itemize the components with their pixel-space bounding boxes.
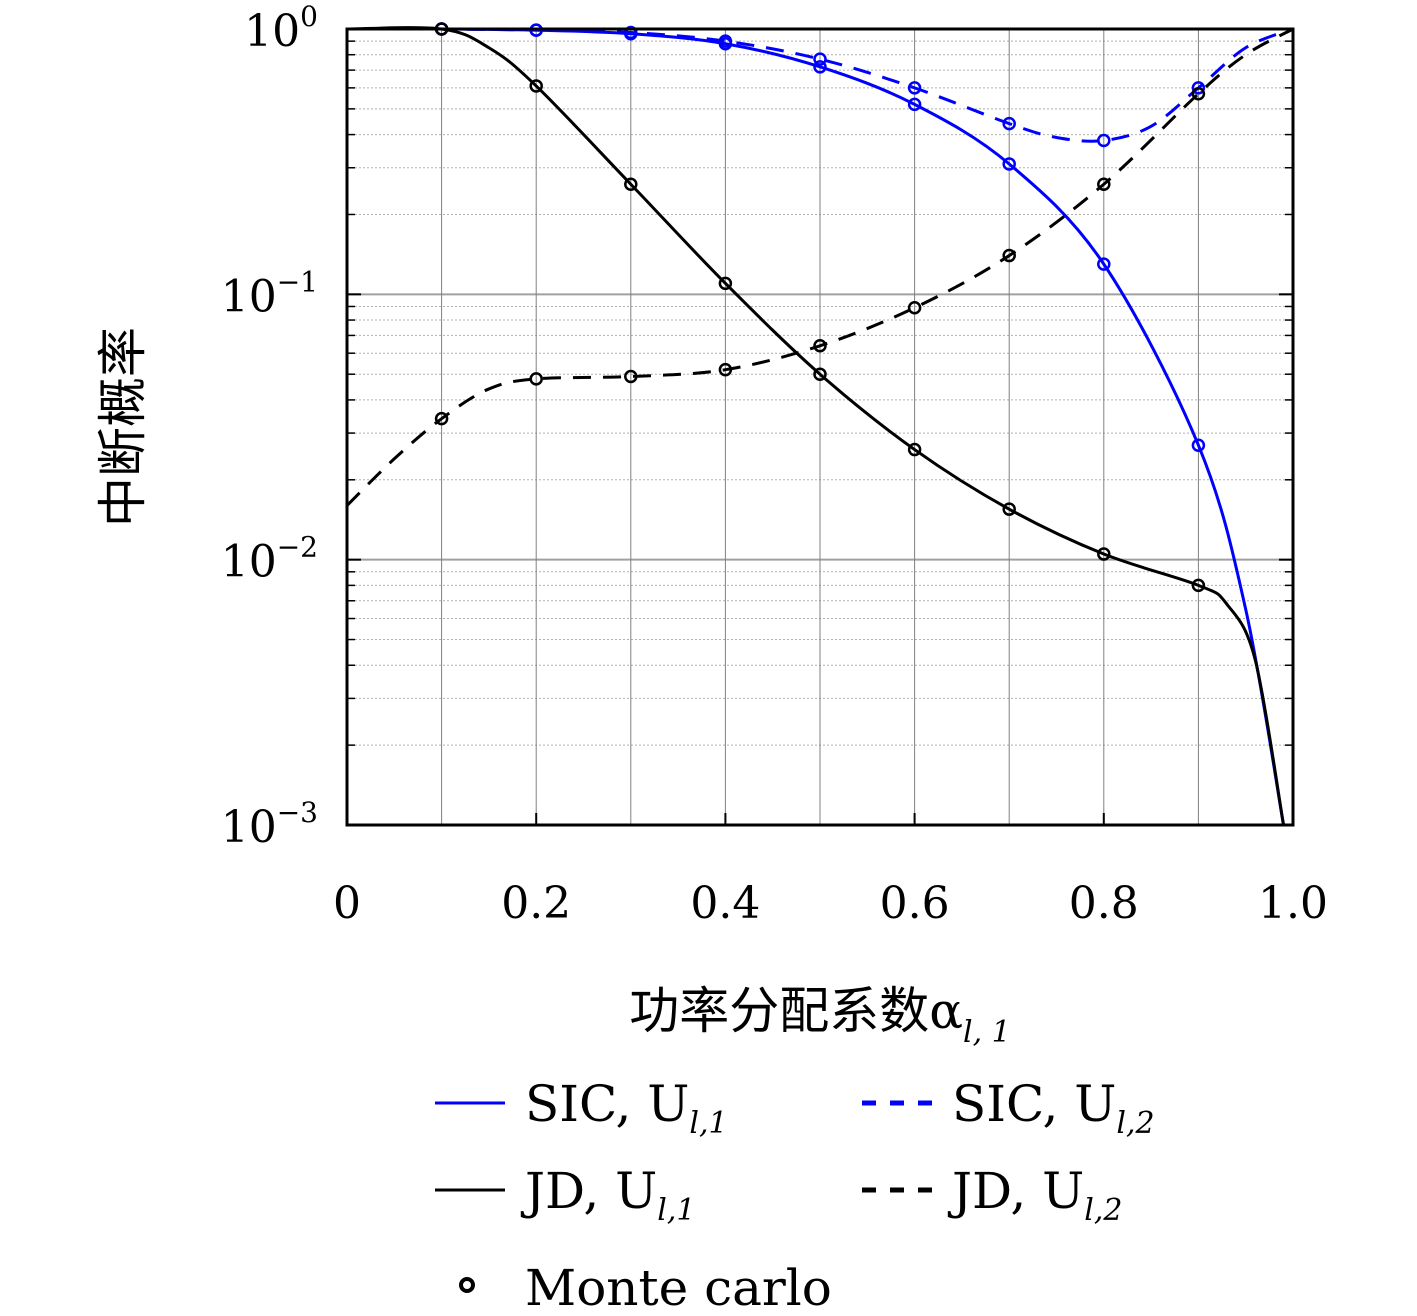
y-tick-label: 10−1 (221, 265, 318, 322)
y-tick-label: 100 (244, 0, 318, 57)
monte-carlo-marker (529, 372, 543, 386)
monte-carlo-marker (434, 411, 449, 426)
x-axis-label: 功率分配系数αl, 1 (629, 982, 1011, 1050)
legend-entry: JD, Ul,1 (520, 1162, 696, 1228)
y-axis-label: 中断概率 (94, 327, 152, 527)
monte-carlo-marker (907, 97, 922, 112)
monte-carlo-marker (718, 362, 733, 377)
monte-carlo-marker (718, 34, 733, 48)
legend: SIC, Ul,1 SIC, Ul,2 JD, Ul,1 JD, Ul,2 Monte … (435, 1075, 1155, 1316)
legend-marker-swatch (459, 1277, 475, 1293)
monte-carlo-marker (1191, 81, 1206, 95)
monte-carlo-marker (624, 177, 638, 191)
x-tick-label: 0.2 (501, 878, 571, 929)
major-grid (347, 28, 1293, 826)
monte-carlo-marker (1191, 438, 1206, 452)
monte-carlo-marker (813, 367, 827, 381)
monte-carlo-marker (1002, 116, 1016, 131)
series-line-3 (345, 27, 1294, 507)
axis-ticks (347, 28, 1293, 826)
plot-frame (345, 27, 1295, 827)
monte-carlo-marker (1097, 177, 1111, 191)
x-tick-label: 0.4 (690, 878, 760, 929)
monte-carlo-marker (1097, 257, 1111, 271)
x-axis-label-text: 功率分配系数α (629, 982, 963, 1040)
x-axis-label-subscript: l, 1 (963, 1015, 1011, 1050)
monte-carlo-marker (813, 52, 827, 66)
monte-carlo-marker (1191, 578, 1206, 593)
monte-carlo-marker (1002, 248, 1016, 263)
legend-entry: JD, Ul,2 (947, 1162, 1123, 1228)
monte-carlo-marker (907, 301, 922, 315)
monte-carlo-marker (1191, 87, 1206, 101)
legend-entry: SIC, Ul,2 (952, 1075, 1155, 1141)
monte-carlo-marker (1097, 547, 1111, 561)
monte-carlo-marker (1097, 133, 1111, 148)
monte-carlo-marker (1002, 157, 1016, 171)
series-line-2 (346, 26, 1286, 826)
monte-carlo-marker (529, 79, 543, 93)
legend-entry: SIC, Ul,1 (525, 1075, 728, 1141)
x-tick-label: 0.8 (1069, 878, 1139, 929)
legend-monte-carlo-label: Monte carlo (525, 1259, 832, 1316)
y-tick-label: 10−2 (221, 531, 318, 588)
tick-labels: 0 0.2 0.4 0.6 0.8 1.0 100 10−1 10−2 10−3 (221, 0, 1328, 929)
monte-carlo-marker (813, 339, 827, 353)
monte-carlo-marker (624, 369, 638, 384)
monte-carlo-marker (907, 442, 922, 457)
x-tick-label: 0 (333, 878, 361, 929)
y-tick-label: 10−3 (221, 796, 318, 853)
x-tick-label: 1.0 (1258, 878, 1328, 929)
monte-carlo-marker (1002, 502, 1016, 516)
x-tick-label: 0.6 (880, 878, 950, 929)
monte-carlo-marker (624, 25, 638, 40)
monte-carlo-marker (813, 60, 827, 74)
monte-carlo-marker (718, 276, 733, 291)
monte-carlo-marker (907, 81, 922, 95)
